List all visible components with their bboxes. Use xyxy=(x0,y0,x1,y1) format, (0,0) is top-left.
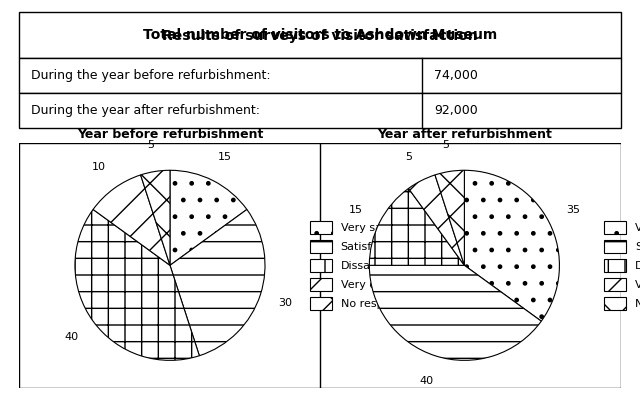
Text: During the year after refurbishment:: During the year after refurbishment: xyxy=(31,104,260,117)
Wedge shape xyxy=(369,265,541,360)
Legend: Very satisfied, Satisfied, Dissatisfied, Very dissatisfied, No response: Very satisfied, Satisfied, Dissatisfied,… xyxy=(306,218,435,313)
Text: 35: 35 xyxy=(566,205,580,215)
Wedge shape xyxy=(75,209,199,360)
Wedge shape xyxy=(408,175,465,265)
Wedge shape xyxy=(465,170,559,321)
Text: 40: 40 xyxy=(65,332,79,342)
Title: Year before refurbishment: Year before refurbishment xyxy=(77,128,263,141)
Text: 10: 10 xyxy=(92,162,106,172)
Wedge shape xyxy=(369,188,465,265)
Wedge shape xyxy=(170,170,247,265)
Text: 92,000: 92,000 xyxy=(435,104,478,117)
FancyBboxPatch shape xyxy=(19,12,621,58)
Text: 15: 15 xyxy=(218,152,232,162)
Wedge shape xyxy=(141,170,170,265)
Title: Year after refurbishment: Year after refurbishment xyxy=(377,128,552,141)
Text: 5: 5 xyxy=(147,140,154,150)
Text: 74,000: 74,000 xyxy=(435,69,478,82)
Wedge shape xyxy=(170,209,265,356)
Wedge shape xyxy=(93,175,170,265)
Text: 40: 40 xyxy=(420,376,434,386)
Text: 15: 15 xyxy=(349,205,363,215)
Text: Total number of visitors to Ashdown Museum: Total number of visitors to Ashdown Muse… xyxy=(143,28,497,42)
Legend: Very satisfied, Satisfied, Dissatisfied, Very dissatisfied, No response: Very satisfied, Satisfied, Dissatisfied,… xyxy=(600,218,640,313)
Text: During the year before refurbishment:: During the year before refurbishment: xyxy=(31,69,271,82)
Text: 5: 5 xyxy=(442,140,449,150)
Text: Results of surveys of visitor satisfaction: Results of surveys of visitor satisfacti… xyxy=(162,29,478,43)
FancyBboxPatch shape xyxy=(19,58,621,93)
Text: 30: 30 xyxy=(278,298,292,308)
FancyBboxPatch shape xyxy=(19,93,621,128)
Wedge shape xyxy=(435,170,465,265)
Text: 5: 5 xyxy=(406,152,413,162)
